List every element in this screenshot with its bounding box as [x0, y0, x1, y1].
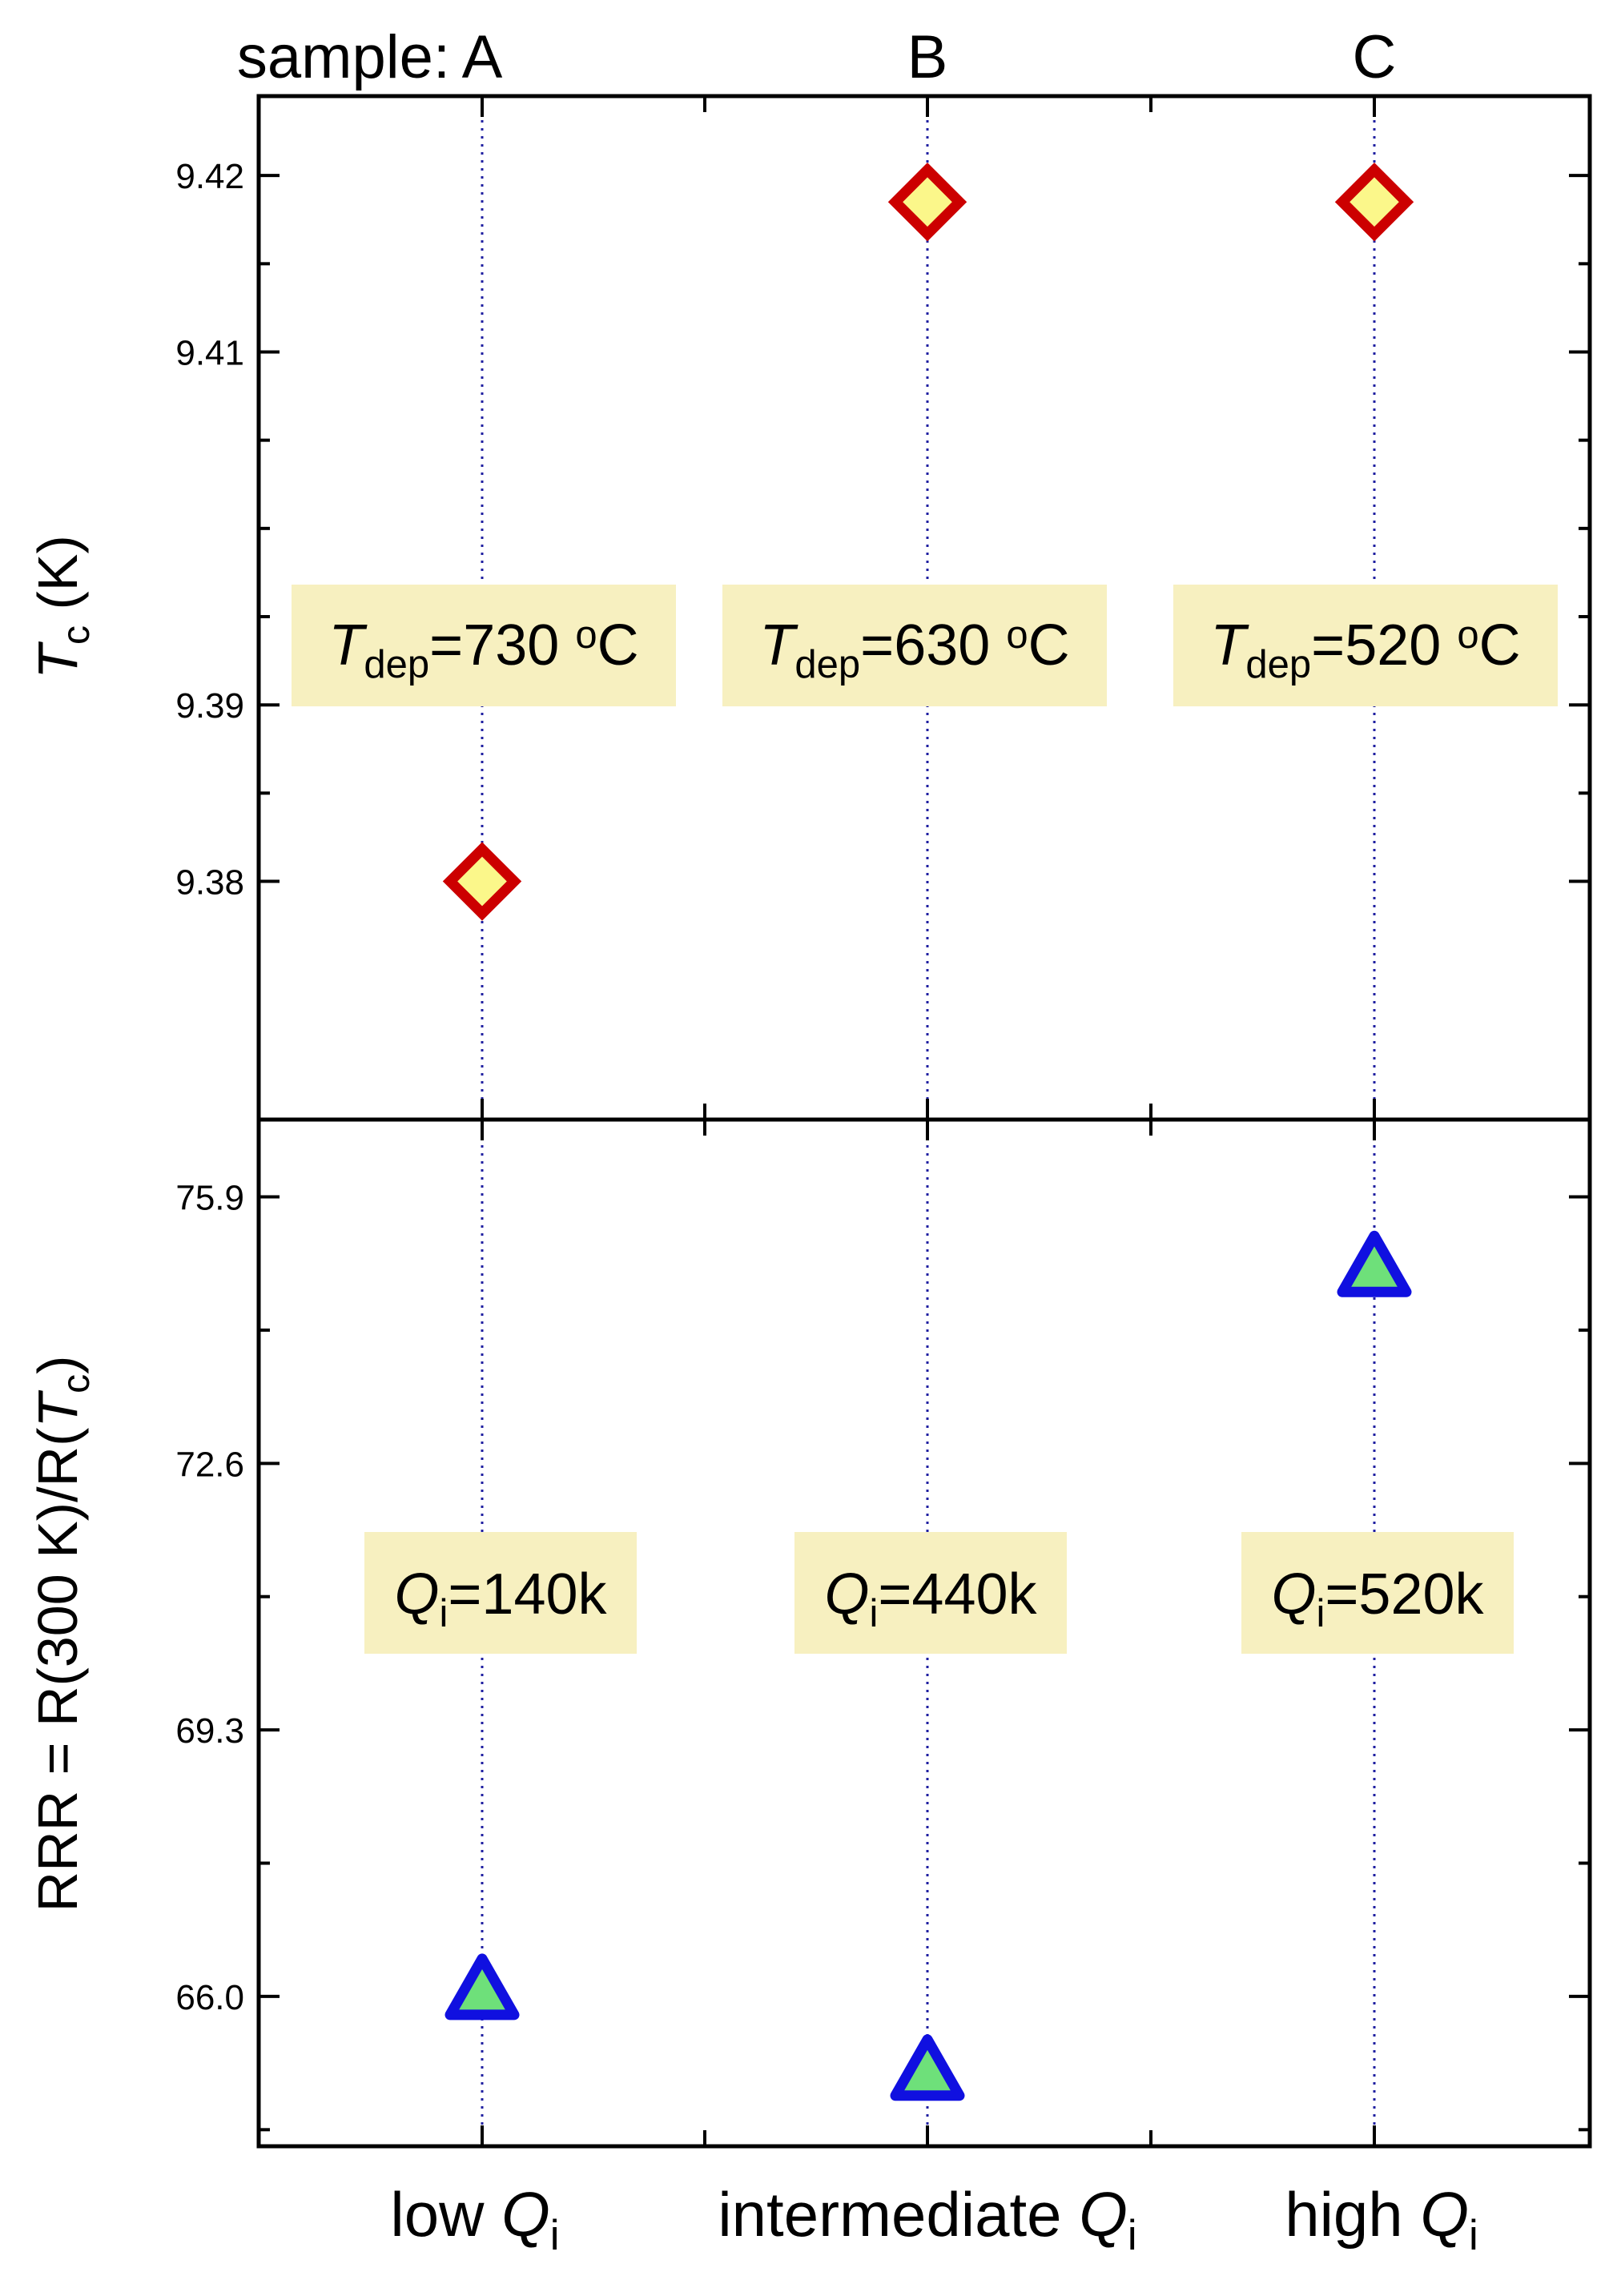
annotation-text-top-a: Tdep=730 oC: [328, 613, 638, 686]
data-markers: [442, 163, 1414, 2101]
annotation-box-top-b: [722, 585, 1107, 706]
marker-top-b: [887, 163, 967, 242]
annotation-text-top-c: Tdep=520 oC: [1210, 613, 1520, 686]
plot-frame-bottom: [256, 1117, 1592, 2149]
y-axis-title-top: Tc (K): [26, 535, 98, 679]
ytick-label-bottom-3: 75.9: [175, 1179, 244, 1218]
sample-label-c: C: [1353, 23, 1397, 91]
ytick-label-top-1: 9.39: [175, 686, 244, 726]
ytick-label-bottom-0: 66.0: [175, 1978, 244, 2017]
annotation-box-bottom-b: [794, 1532, 1067, 1654]
category-label-a: low Qi: [390, 2179, 559, 2259]
marker-bottom-a: [444, 1953, 520, 2021]
category-label-b: intermediate Qi: [718, 2179, 1136, 2259]
annotation-text-bottom-b: Qi=440k: [824, 1562, 1037, 1635]
ytick-label-top-3: 9.42: [175, 157, 244, 196]
plot-frames: [256, 94, 1592, 2149]
annotation-text-bottom-a: Qi=140k: [394, 1562, 607, 1635]
annotation-text-bottom-c: Qi=520k: [1271, 1562, 1484, 1635]
annotation-box-top-a: [292, 585, 676, 706]
annotation-box-top-c: [1173, 585, 1558, 706]
annotation-text-top-b: Tdep=630 oC: [759, 613, 1069, 686]
marker-top-a: [442, 842, 522, 921]
axis-ticks: [259, 96, 1590, 2146]
sample-prefix-label: sample:: [237, 23, 450, 91]
annotation-box-bottom-a: [364, 1532, 637, 1654]
annotation-boxes: [292, 585, 1558, 1654]
sample-label-b: B: [907, 23, 948, 91]
chart-text: Tdep=730 oC Tdep=630 oC Tdep=520 oC Qi=140k…: [26, 23, 1521, 2259]
marker-bottom-b: [890, 2034, 965, 2101]
sample-label-a: A: [462, 23, 503, 91]
y-axis-title-bottom: RRR = R(300 K)/R(Tc): [26, 1356, 98, 1912]
category-label-c: high Qi: [1285, 2179, 1478, 2259]
ytick-label-bottom-1: 69.3: [175, 1711, 244, 1751]
annotation-box-bottom-c: [1241, 1532, 1514, 1654]
marker-top-c: [1334, 163, 1414, 242]
ytick-label-top-0: 9.38: [175, 863, 244, 903]
ytick-label-bottom-2: 72.6: [175, 1445, 244, 1484]
marker-bottom-c: [1337, 1230, 1412, 1297]
ytick-label-top-2: 9.41: [175, 334, 244, 373]
